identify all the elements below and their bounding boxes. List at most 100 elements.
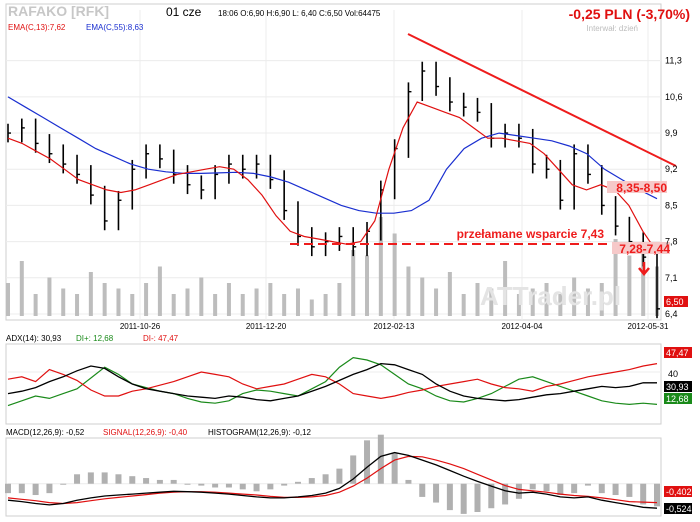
zone-728-744 [612, 242, 670, 254]
histogram-bar [115, 474, 122, 484]
histogram-bar [32, 483, 39, 496]
histogram-bar [419, 483, 426, 497]
volume-bar [489, 288, 494, 316]
histogram-bar [626, 483, 633, 497]
volume-bar [641, 250, 646, 316]
change-readout: -0,25 PLN (-3,70%) [569, 6, 690, 22]
ema55-legend: EMA(C,55):8,63 [86, 23, 144, 32]
histogram-bar [170, 479, 177, 484]
macd-histogram [5, 434, 660, 514]
gridlines [6, 10, 661, 485]
volume-bar [503, 261, 508, 316]
adx-line [7, 362, 657, 402]
volume-bar [102, 283, 107, 316]
histogram-bar [239, 483, 246, 490]
histogram-bar [460, 483, 467, 514]
histogram-bar [5, 483, 11, 494]
signal-legend: SIGNAL(12,26,9): -0,40 [103, 428, 188, 437]
histogram-bar [405, 479, 412, 484]
down-arrow-icon [638, 262, 650, 276]
histogram-bar [529, 483, 536, 490]
volume-bar [351, 250, 356, 316]
histogram-bar [198, 483, 205, 486]
macd-tag-value: -0,524 [666, 504, 692, 514]
adx-tag-value: 30,93 [666, 382, 689, 392]
volume-bar [47, 277, 52, 316]
histogram-bar [571, 483, 578, 494]
histogram-bar [584, 483, 591, 486]
ema13-legend: EMA(C,13):7,62 [8, 23, 66, 32]
histogram-bar [46, 483, 53, 494]
ticker-title: RAFAKO [RFK] [8, 3, 109, 19]
interval-label: Interwał: dzień [586, 24, 638, 33]
price-tick-label: 9,2 [665, 164, 678, 174]
volume-bar [282, 294, 287, 316]
macd-line [7, 451, 658, 509]
histogram-bar [60, 483, 67, 485]
volume-bar [516, 294, 521, 316]
histogram-bar [281, 483, 288, 486]
support-label: przełamane wsparcie 7,43 [457, 227, 605, 241]
diplus-line [7, 356, 658, 407]
macd-lines [7, 451, 658, 509]
price-tick-label: 7,8 [665, 237, 678, 247]
volume-bar [406, 266, 411, 316]
diplus-legend: DI+: 12,68 [76, 334, 114, 343]
histogram-bar [640, 483, 647, 505]
histogram-bar [391, 453, 398, 484]
macd-legend: MACD(12,26,9): -0,52 [6, 428, 85, 437]
volume-bar [6, 283, 10, 316]
volume-bar [240, 294, 245, 316]
volume-bar [116, 288, 121, 316]
histogram-legend: HISTOGRAM(12,26,9): -0,12 [208, 428, 312, 437]
volume-bar [365, 255, 370, 316]
volume-bar [378, 217, 383, 316]
volume-bar [475, 283, 480, 316]
volume-bar [323, 294, 328, 316]
watermark: ATTrader.pl [480, 281, 621, 311]
volume-bar [420, 277, 425, 316]
adx-legend: ADX(14): 30,93 [6, 334, 62, 343]
volume-bars [6, 217, 659, 316]
histogram-bar [350, 455, 357, 484]
histogram-bar [557, 483, 564, 496]
volume-bar [530, 288, 535, 316]
signal-tag [664, 486, 692, 497]
histogram-bar [322, 474, 329, 484]
signal-tag-value: -0,402 [666, 487, 692, 497]
volume-bar [88, 272, 93, 316]
histogram-bar [143, 478, 150, 484]
histogram-bar [184, 483, 191, 485]
histogram-bar [308, 478, 315, 484]
histogram-bar [101, 472, 108, 484]
price-axis: 11,3 10,6 9,9 9,2 8,5 7,8 7,1 6,4 [665, 56, 683, 319]
volume-bar [599, 283, 604, 316]
last-price-tag [664, 296, 688, 307]
histogram-bar [654, 483, 660, 507]
volume-bar [461, 294, 466, 316]
histogram-bar [502, 483, 509, 505]
volume-bar [585, 288, 590, 316]
histogram-bar [364, 440, 371, 484]
date-axis: 2011-10-26 2011-12-20 2012-02-13 2012-04-04… [120, 322, 669, 331]
volume-bar [213, 294, 218, 316]
date-tick-label: 2011-12-20 [246, 322, 287, 331]
diplus-tag [664, 393, 692, 404]
annotations: 8,35-8,50 przełamane wsparcie 7,43 7,28-… [290, 33, 677, 311]
histogram-bar [74, 474, 81, 484]
histogram-bar [294, 481, 301, 484]
histogram-bar [253, 483, 260, 492]
volume-bar [295, 288, 300, 316]
diplus-tag-value: 12,68 [666, 394, 689, 404]
volume-bar [157, 266, 162, 316]
volume-bar [627, 255, 632, 316]
adx-tick-40: 40 [668, 369, 678, 379]
price-tick-label: 9,9 [665, 128, 678, 138]
price-tick-label: 11,3 [665, 56, 682, 66]
volume-bar [199, 277, 204, 316]
ema55-line [7, 96, 658, 214]
histogram-bar [18, 483, 25, 494]
volume-bar [572, 277, 577, 316]
volume-bar [19, 261, 24, 316]
